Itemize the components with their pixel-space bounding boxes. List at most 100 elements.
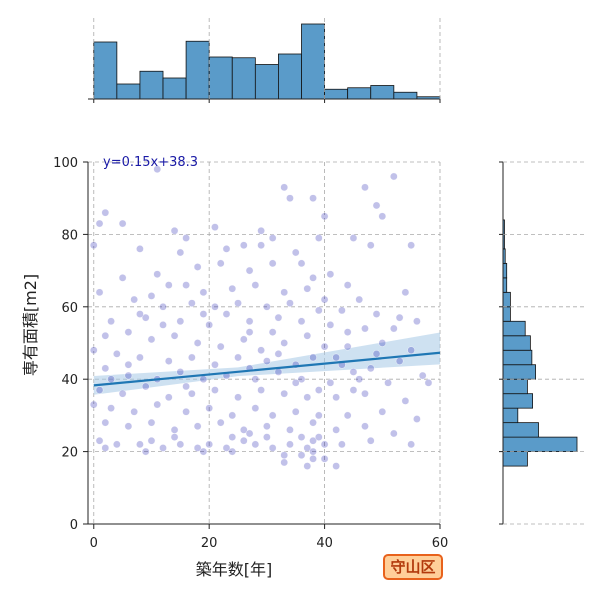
scatter-point (274, 368, 283, 376)
right-hist-bar (502, 320, 526, 337)
scatter-point (355, 295, 364, 304)
scatter-point (136, 353, 144, 362)
scatter-point (268, 234, 277, 242)
scatter-point (147, 335, 156, 344)
scatter-point (170, 433, 179, 441)
x-tick-label: 40 (316, 536, 333, 551)
scatter-point (263, 433, 271, 441)
scatter-point (216, 342, 225, 351)
scatter-point (280, 389, 288, 398)
scatter-point (303, 331, 312, 340)
scatter-point (234, 299, 242, 307)
scatter-point (413, 317, 421, 326)
scatter-point (95, 436, 104, 445)
scatter-point (216, 259, 225, 268)
scatter-point (222, 444, 231, 452)
scatter-point (113, 440, 121, 449)
scatter-point (222, 310, 231, 318)
y-tick-label: 20 (61, 446, 78, 461)
right-hist-bar (502, 378, 528, 395)
scatter-point (113, 350, 121, 358)
scatter-point (176, 317, 185, 326)
scatter-point (343, 328, 352, 336)
scatter-point (240, 426, 248, 434)
scatter-point (164, 281, 173, 289)
scatter-point (303, 462, 312, 470)
scatter-point (199, 447, 208, 456)
top-hist-bar (370, 85, 395, 100)
scatter-point (159, 302, 167, 311)
scatter-point (378, 339, 387, 347)
scatter-point (320, 455, 329, 463)
scatter-point (136, 245, 144, 253)
scatter-point (257, 346, 265, 355)
scatter-point (159, 444, 167, 452)
scatter-point (101, 364, 110, 373)
top-hist-bar (231, 57, 256, 100)
scatter-point (297, 317, 306, 326)
scatter-point (182, 234, 190, 242)
scatter-point (118, 389, 127, 398)
scatter-point (251, 281, 260, 289)
scatter-point (101, 331, 110, 340)
scatter-point (153, 270, 162, 279)
scatter-point (424, 379, 433, 387)
top-hist-bar (324, 88, 349, 100)
x-axis-title: 築年数[年] (196, 560, 273, 579)
scatter-point (291, 248, 300, 257)
x-tick-label: 0 (90, 536, 98, 551)
scatter-point (366, 241, 375, 250)
scatter-point (407, 241, 415, 250)
scatter-point (193, 422, 202, 431)
scatter-point (141, 447, 150, 456)
scatter-point (124, 422, 133, 431)
scatter-point (268, 328, 277, 336)
scatter-point (343, 281, 352, 289)
scatter-point (309, 353, 317, 362)
scatter-point (280, 183, 288, 192)
scatter-point (315, 433, 323, 441)
scatter-point (170, 226, 179, 235)
scatter-point (164, 393, 173, 402)
scatter-point (338, 440, 346, 449)
regression-confidence-band (93, 332, 440, 395)
scatter-point (95, 386, 104, 394)
scatter-point (384, 379, 392, 387)
scatter-point (263, 302, 271, 311)
scatter-point (89, 241, 98, 250)
scatter-point (257, 241, 265, 250)
scatter-point (378, 407, 387, 416)
scatter-point (176, 368, 185, 376)
scatter-point (315, 386, 323, 394)
scatter-point (130, 295, 138, 304)
scatter-point (286, 426, 294, 434)
scatter-point (361, 183, 369, 192)
scatter-point (193, 444, 202, 452)
scatter-point (240, 241, 248, 250)
top-hist-bar (254, 64, 279, 100)
scatter-point (349, 386, 358, 394)
scatter-point (286, 299, 294, 307)
scatter-point (309, 274, 317, 282)
scatter-point (240, 335, 248, 344)
scatter-point (95, 288, 104, 297)
right-hist-bar (502, 262, 508, 279)
scatter-point (101, 418, 110, 427)
scatter-point (124, 328, 133, 336)
scatter-point (182, 407, 190, 416)
scatter-point (263, 357, 271, 365)
scatter-point (268, 259, 277, 268)
scatter-point (274, 313, 283, 322)
scatter-point (245, 266, 254, 275)
scatter-point (378, 212, 387, 221)
scatter-point (257, 226, 265, 235)
scatter-point (372, 310, 381, 318)
right-hist-bar (502, 291, 511, 308)
top-hist-bar (208, 56, 233, 100)
scatter-point (326, 321, 335, 329)
scatter-point (395, 357, 404, 365)
y-tick-label: 60 (61, 301, 78, 316)
scatter-point (147, 292, 156, 300)
right-hist-bar (502, 422, 539, 438)
